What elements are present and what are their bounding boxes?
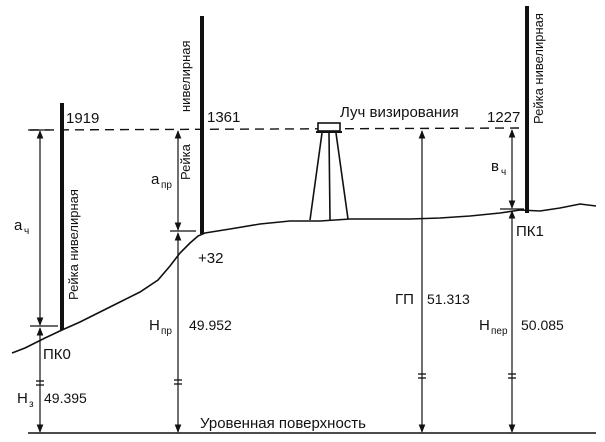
svg-text:пер: пер [491,326,508,337]
var-h-pk1: Н пер [479,317,508,337]
svg-text:Н: Н [149,317,160,334]
svg-text:а: а [151,171,160,188]
var-h-plus32: Н пр [149,317,172,337]
var-a-pk0: а ч [14,217,29,237]
sight-line [29,127,521,131]
var-h-pk0: Н з [17,390,34,410]
svg-text:пр: пр [161,180,172,191]
station-pk1: ПК1 [516,223,544,240]
svg-text:з: з [29,399,34,410]
height-pk1: 50.085 [521,317,564,333]
staff-label-plus32-word2: нивелирная [178,40,193,112]
svg-text:в: в [491,158,499,175]
sight-line-label: Луч визирования [340,104,459,121]
tripod-level-icon [309,122,349,221]
reading-pk1: 1227 [487,109,520,126]
level-surface-label: Уровенная поверхность [200,415,366,432]
height-plus32: 49.952 [189,317,232,333]
reading-plus32: 1361 [207,109,240,126]
reading-pk0: 1919 [66,110,99,127]
station-plus32: +32 [198,250,223,267]
gp-value: 51.313 [427,291,470,307]
svg-text:ч: ч [24,226,29,237]
gp-label: ГП [395,291,414,308]
station-pk0: ПК0 [43,346,71,363]
svg-text:а: а [14,217,23,234]
staff-label-pk1: Рейка нивелирная [531,13,546,124]
svg-text:пр: пр [161,326,172,337]
svg-text:ч: ч [501,167,506,178]
svg-text:Н: Н [479,317,490,334]
height-pk0: 49.395 [44,390,87,406]
svg-text:Н: Н [17,390,28,407]
staff-label-pk0: Рейка нивелирная [66,189,81,300]
var-a-plus32: а пр [151,171,172,191]
staff-label-plus32-word1: Рейка [178,143,193,180]
var-b-pk1: в ч [491,158,506,178]
terrain-profile [11,203,597,354]
